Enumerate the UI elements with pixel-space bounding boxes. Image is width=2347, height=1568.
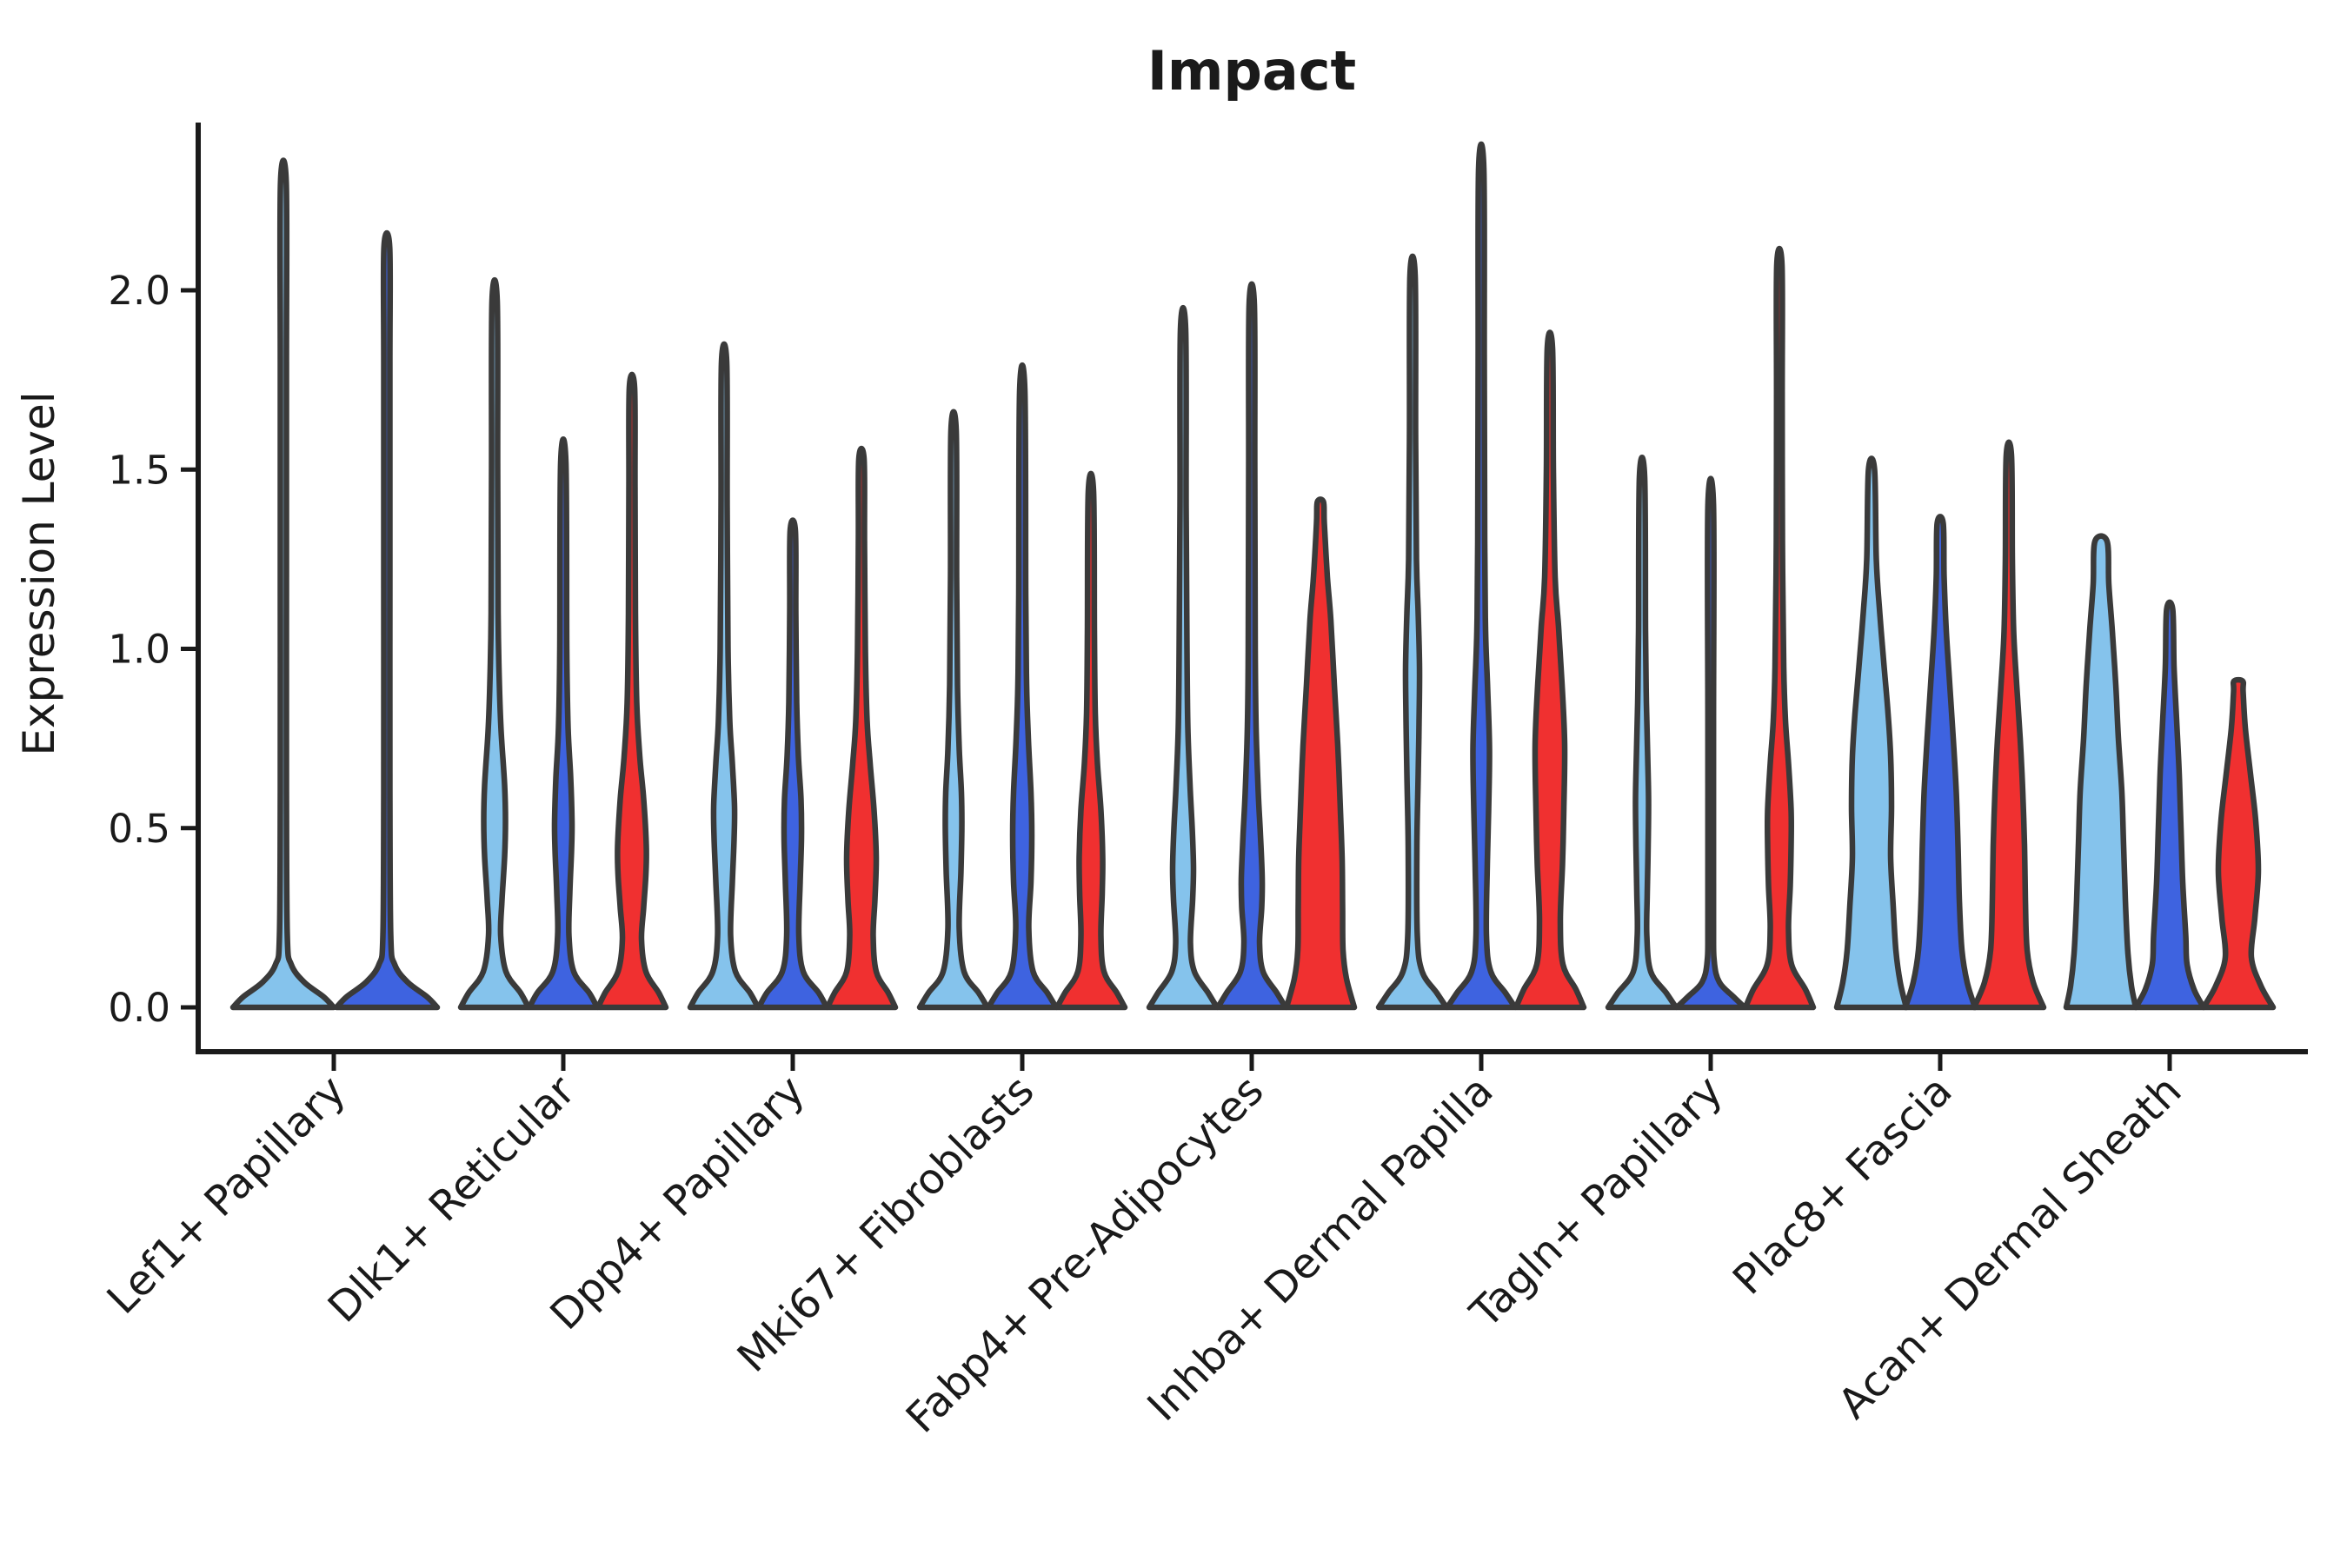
violin-royal_blue [985,362,1060,1011]
violin-group [1146,281,1358,1011]
y-axis: 0.0 0.5 1.0 1.5 2.0 [108,123,201,1054]
violin-red [1283,496,1358,1011]
violin-royal_blue [1673,475,1748,1011]
violin-royal_blue [1444,141,1519,1011]
x-tick-label: Dpp4+ Papillary [541,1066,814,1339]
violin-group [1375,141,1587,1011]
violin-light_blue [1375,253,1450,1011]
violin-light_blue [916,409,991,1011]
x-tick-label: Lef1+ Papillary [98,1066,356,1324]
violin-royal_blue [2132,599,2207,1011]
y-tick-label: 2.0 [108,268,170,314]
violin-group [687,341,899,1011]
violin-red [1054,470,1128,1011]
violin-royal_blue [333,229,441,1011]
y-axis-label: Expression Level [14,391,64,755]
violin-light_blue [2063,533,2139,1011]
violin-light_blue [1833,455,1910,1011]
y-tick-label: 1.5 [108,447,170,493]
violin-light_blue [1605,455,1679,1011]
violin-royal_blue [1902,514,1978,1011]
violin-red [2200,676,2277,1011]
y-tick-label: 0.5 [108,806,170,852]
violin-red [1513,329,1587,1011]
x-tick-label: Tagln+ Papillary [1460,1066,1732,1338]
violin-group [916,362,1128,1011]
y-tick-label: 0.0 [108,985,170,1031]
x-tick-label: Plac8+ Fascia [1724,1066,1962,1305]
violin-light_blue [457,277,532,1011]
violin-group [1833,439,2047,1011]
violin-light_blue [1146,305,1220,1011]
violin-light_blue [687,341,761,1011]
violin-red [595,371,669,1011]
violin-group [1605,245,1817,1011]
violin-red [1971,439,2047,1011]
violin-light_blue [229,157,337,1011]
violin-series-layer [229,141,2277,1011]
violin-group [457,277,669,1011]
x-tick-label: Dlk1+ Reticular [319,1066,585,1332]
chart-title: Impact [1147,39,1356,103]
violin-group [229,157,441,1011]
y-tick-label: 1.0 [108,627,170,673]
violin-red [1742,245,1817,1011]
violin-royal_blue [526,436,601,1011]
violin-royal_blue [755,517,830,1011]
violin-red [824,445,899,1011]
violin-royal_blue [1214,281,1289,1011]
violin-group [2063,533,2277,1011]
